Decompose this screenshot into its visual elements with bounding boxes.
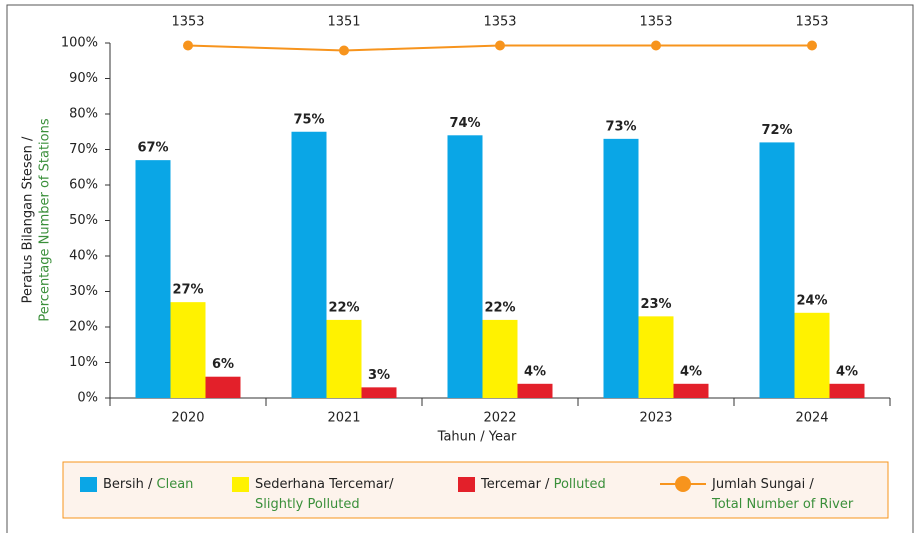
data-label: 1351 — [327, 15, 360, 30]
data-label: 27% — [172, 283, 203, 298]
bar — [829, 383, 865, 398]
bar — [135, 160, 171, 398]
data-label: 67% — [137, 141, 168, 156]
y-tick-label: 90% — [69, 71, 98, 86]
data-label: 24% — [796, 293, 827, 308]
x-tick-label: 2021 — [327, 411, 360, 426]
line-point — [651, 40, 661, 51]
y-tick-label: 40% — [69, 249, 98, 264]
legend-box — [62, 461, 889, 519]
data-label: 4% — [836, 364, 858, 379]
data-label: 22% — [328, 300, 359, 315]
bar — [517, 383, 553, 398]
x-tick-label: 2020 — [171, 411, 204, 426]
y-axis-title: Percentage Number of Stations — [38, 118, 53, 321]
bar — [794, 312, 830, 398]
y-tick-label: 100% — [61, 36, 98, 51]
legend-label: Bersih / Clean — [103, 477, 193, 492]
data-label: 74% — [449, 116, 480, 131]
frame — [6, 4, 914, 533]
x-tick-label: 2024 — [795, 411, 828, 426]
x-tick-label: 2022 — [483, 411, 516, 426]
legend-swatch — [80, 477, 97, 492]
data-label: 23% — [640, 297, 671, 312]
y-tick-label: 30% — [69, 284, 98, 299]
legend-swatch — [675, 476, 691, 492]
y-tick-label: 80% — [69, 107, 98, 122]
bar — [291, 131, 327, 398]
y-tick-label: 0% — [77, 391, 98, 406]
bar — [638, 316, 674, 398]
y-tick-label: 20% — [69, 320, 98, 335]
data-label: 6% — [212, 357, 234, 372]
line-point — [183, 40, 193, 51]
legend-label: Jumlah Sungai / Total Number of River — [711, 477, 854, 512]
legend-label: Sederhana Tercemar/Slightly Polluted — [255, 477, 394, 512]
data-label: 1353 — [795, 15, 828, 30]
data-label: 22% — [484, 300, 515, 315]
line-point — [807, 40, 817, 51]
y-axis-title: Peratus Bilangan Stesen / — [21, 136, 36, 303]
data-label: 1353 — [171, 15, 204, 30]
y-tick-label: 10% — [69, 355, 98, 370]
data-label: 1353 — [483, 15, 516, 30]
bar — [361, 387, 397, 398]
bar — [205, 376, 241, 398]
line-point — [495, 40, 505, 51]
bar — [603, 138, 639, 398]
y-tick-label: 70% — [69, 142, 98, 157]
data-label: 73% — [605, 119, 636, 134]
bar — [482, 319, 518, 398]
legend-swatch — [232, 477, 249, 492]
data-label: 72% — [761, 123, 792, 138]
data-label: 1353 — [639, 15, 672, 30]
bar — [170, 302, 206, 398]
data-label: 4% — [680, 364, 702, 379]
legend-swatch — [458, 477, 475, 492]
y-tick-label: 50% — [69, 213, 98, 228]
bar — [447, 135, 483, 399]
data-label: 3% — [368, 368, 390, 383]
y-tick-label: 60% — [69, 178, 98, 193]
data-label: 4% — [524, 364, 546, 379]
x-axis-title: Tahun / Year — [437, 430, 517, 445]
line-point — [339, 45, 349, 56]
x-tick-label: 2023 — [639, 411, 672, 426]
bar — [326, 319, 362, 398]
bar — [759, 142, 795, 398]
legend-label: Tercemar / Polluted — [480, 477, 606, 492]
bar — [673, 383, 709, 398]
data-label: 75% — [293, 112, 324, 127]
